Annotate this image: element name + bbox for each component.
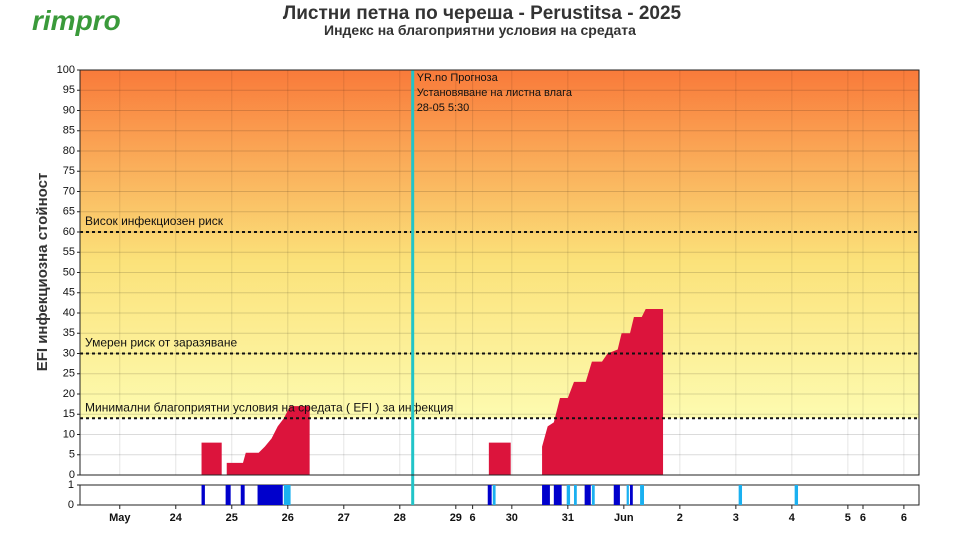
x-tick-label: 6 [470, 512, 476, 524]
wetness-background [79, 484, 920, 506]
x-tick-label: 31 [562, 512, 574, 524]
wetness-bar [553, 485, 562, 505]
wetness-bar [794, 485, 799, 505]
wetness-bar [487, 485, 492, 505]
y-tick-label: 55 [63, 246, 75, 258]
y-tick-label: 90 [63, 104, 75, 116]
x-tick-label: 29 [450, 512, 462, 524]
chart-title: Листни петна по череша - Perustitsa - 20… [283, 3, 682, 24]
y-tick-label: 10 [63, 428, 75, 440]
wetness-bar [573, 485, 577, 505]
y-axis-label: EFI инфекциозна стойност [34, 173, 51, 372]
forecast-annotation: Установяване на листна влага [417, 87, 573, 99]
wetness-bar [542, 485, 550, 505]
y-tick-label: 85 [63, 125, 75, 137]
x-tick-label: 28 [394, 512, 406, 524]
x-tick-label: 6 [860, 512, 866, 524]
wetness-bar [738, 485, 743, 505]
x-tick-label: 6 [901, 512, 907, 524]
x-tick-label: 26 [282, 512, 294, 524]
y-tick-label: 45 [63, 287, 75, 299]
x-tick-label: 24 [170, 512, 183, 524]
x-tick-label: Jun [614, 512, 634, 524]
wetness-bar [201, 485, 205, 505]
efi-area [488, 442, 511, 475]
y-tick-label: 80 [63, 145, 75, 157]
logo: rimpro [32, 5, 121, 36]
plot-frame [79, 69, 920, 476]
wetness-bar [240, 485, 245, 505]
wetness-tick-label: 0 [68, 499, 74, 511]
x-tick-label: May [109, 512, 131, 524]
x-tick-label: 25 [226, 512, 238, 524]
y-tick-label: 0 [69, 469, 75, 481]
wetness-tick-label: 1 [68, 479, 74, 491]
risk-gradient [80, 70, 919, 419]
efi-area [201, 442, 222, 475]
y-tick-label: 70 [63, 185, 75, 197]
y-tick-label: 60 [63, 226, 75, 238]
efi-area [542, 308, 664, 475]
wetness-bar [626, 485, 629, 505]
threshold-label: Минимални благоприятни условия на средат… [85, 400, 453, 414]
x-tick-label: 5 [845, 512, 851, 524]
y-tick-label: 20 [63, 388, 75, 400]
y-tick-label: 15 [63, 408, 75, 420]
wetness-bar [257, 485, 283, 505]
y-tick-label: 25 [63, 368, 75, 380]
y-tick-label: 35 [63, 327, 75, 339]
wetness-bar [566, 485, 571, 505]
wetness-bar [629, 485, 633, 505]
threshold-label: Умерен риск от заразяване [85, 336, 237, 350]
x-tick-label: 27 [338, 512, 350, 524]
x-tick-label: 2 [677, 512, 683, 524]
y-tick-label: 75 [63, 165, 75, 177]
wetness-bar [584, 485, 591, 505]
y-tick-label: 95 [63, 84, 75, 96]
y-tick-label: 65 [63, 206, 75, 218]
forecast-annotation: 28-05 5:30 [417, 102, 470, 114]
threshold-label: Висок инфекциозен риск [85, 214, 224, 228]
wetness-bar [283, 485, 291, 505]
y-tick-label: 100 [57, 64, 75, 76]
wetness-bar [613, 485, 620, 505]
x-tick-label: 4 [789, 512, 796, 524]
wetness-bar [640, 485, 645, 505]
y-tick-label: 30 [63, 347, 75, 359]
x-tick-label: 30 [506, 512, 518, 524]
wetness-bar [492, 485, 496, 505]
forecast-annotation: YR.no Прогноза [417, 72, 499, 84]
wetness-bar [591, 485, 595, 505]
chart-subtitle: Индекс на благоприятни условия на средат… [324, 22, 636, 38]
y-tick-label: 50 [63, 266, 75, 278]
x-tick-label: 3 [733, 512, 739, 524]
y-tick-label: 5 [69, 449, 75, 461]
wetness-bar [225, 485, 231, 505]
y-tick-label: 40 [63, 307, 75, 319]
efi-area [226, 406, 310, 475]
